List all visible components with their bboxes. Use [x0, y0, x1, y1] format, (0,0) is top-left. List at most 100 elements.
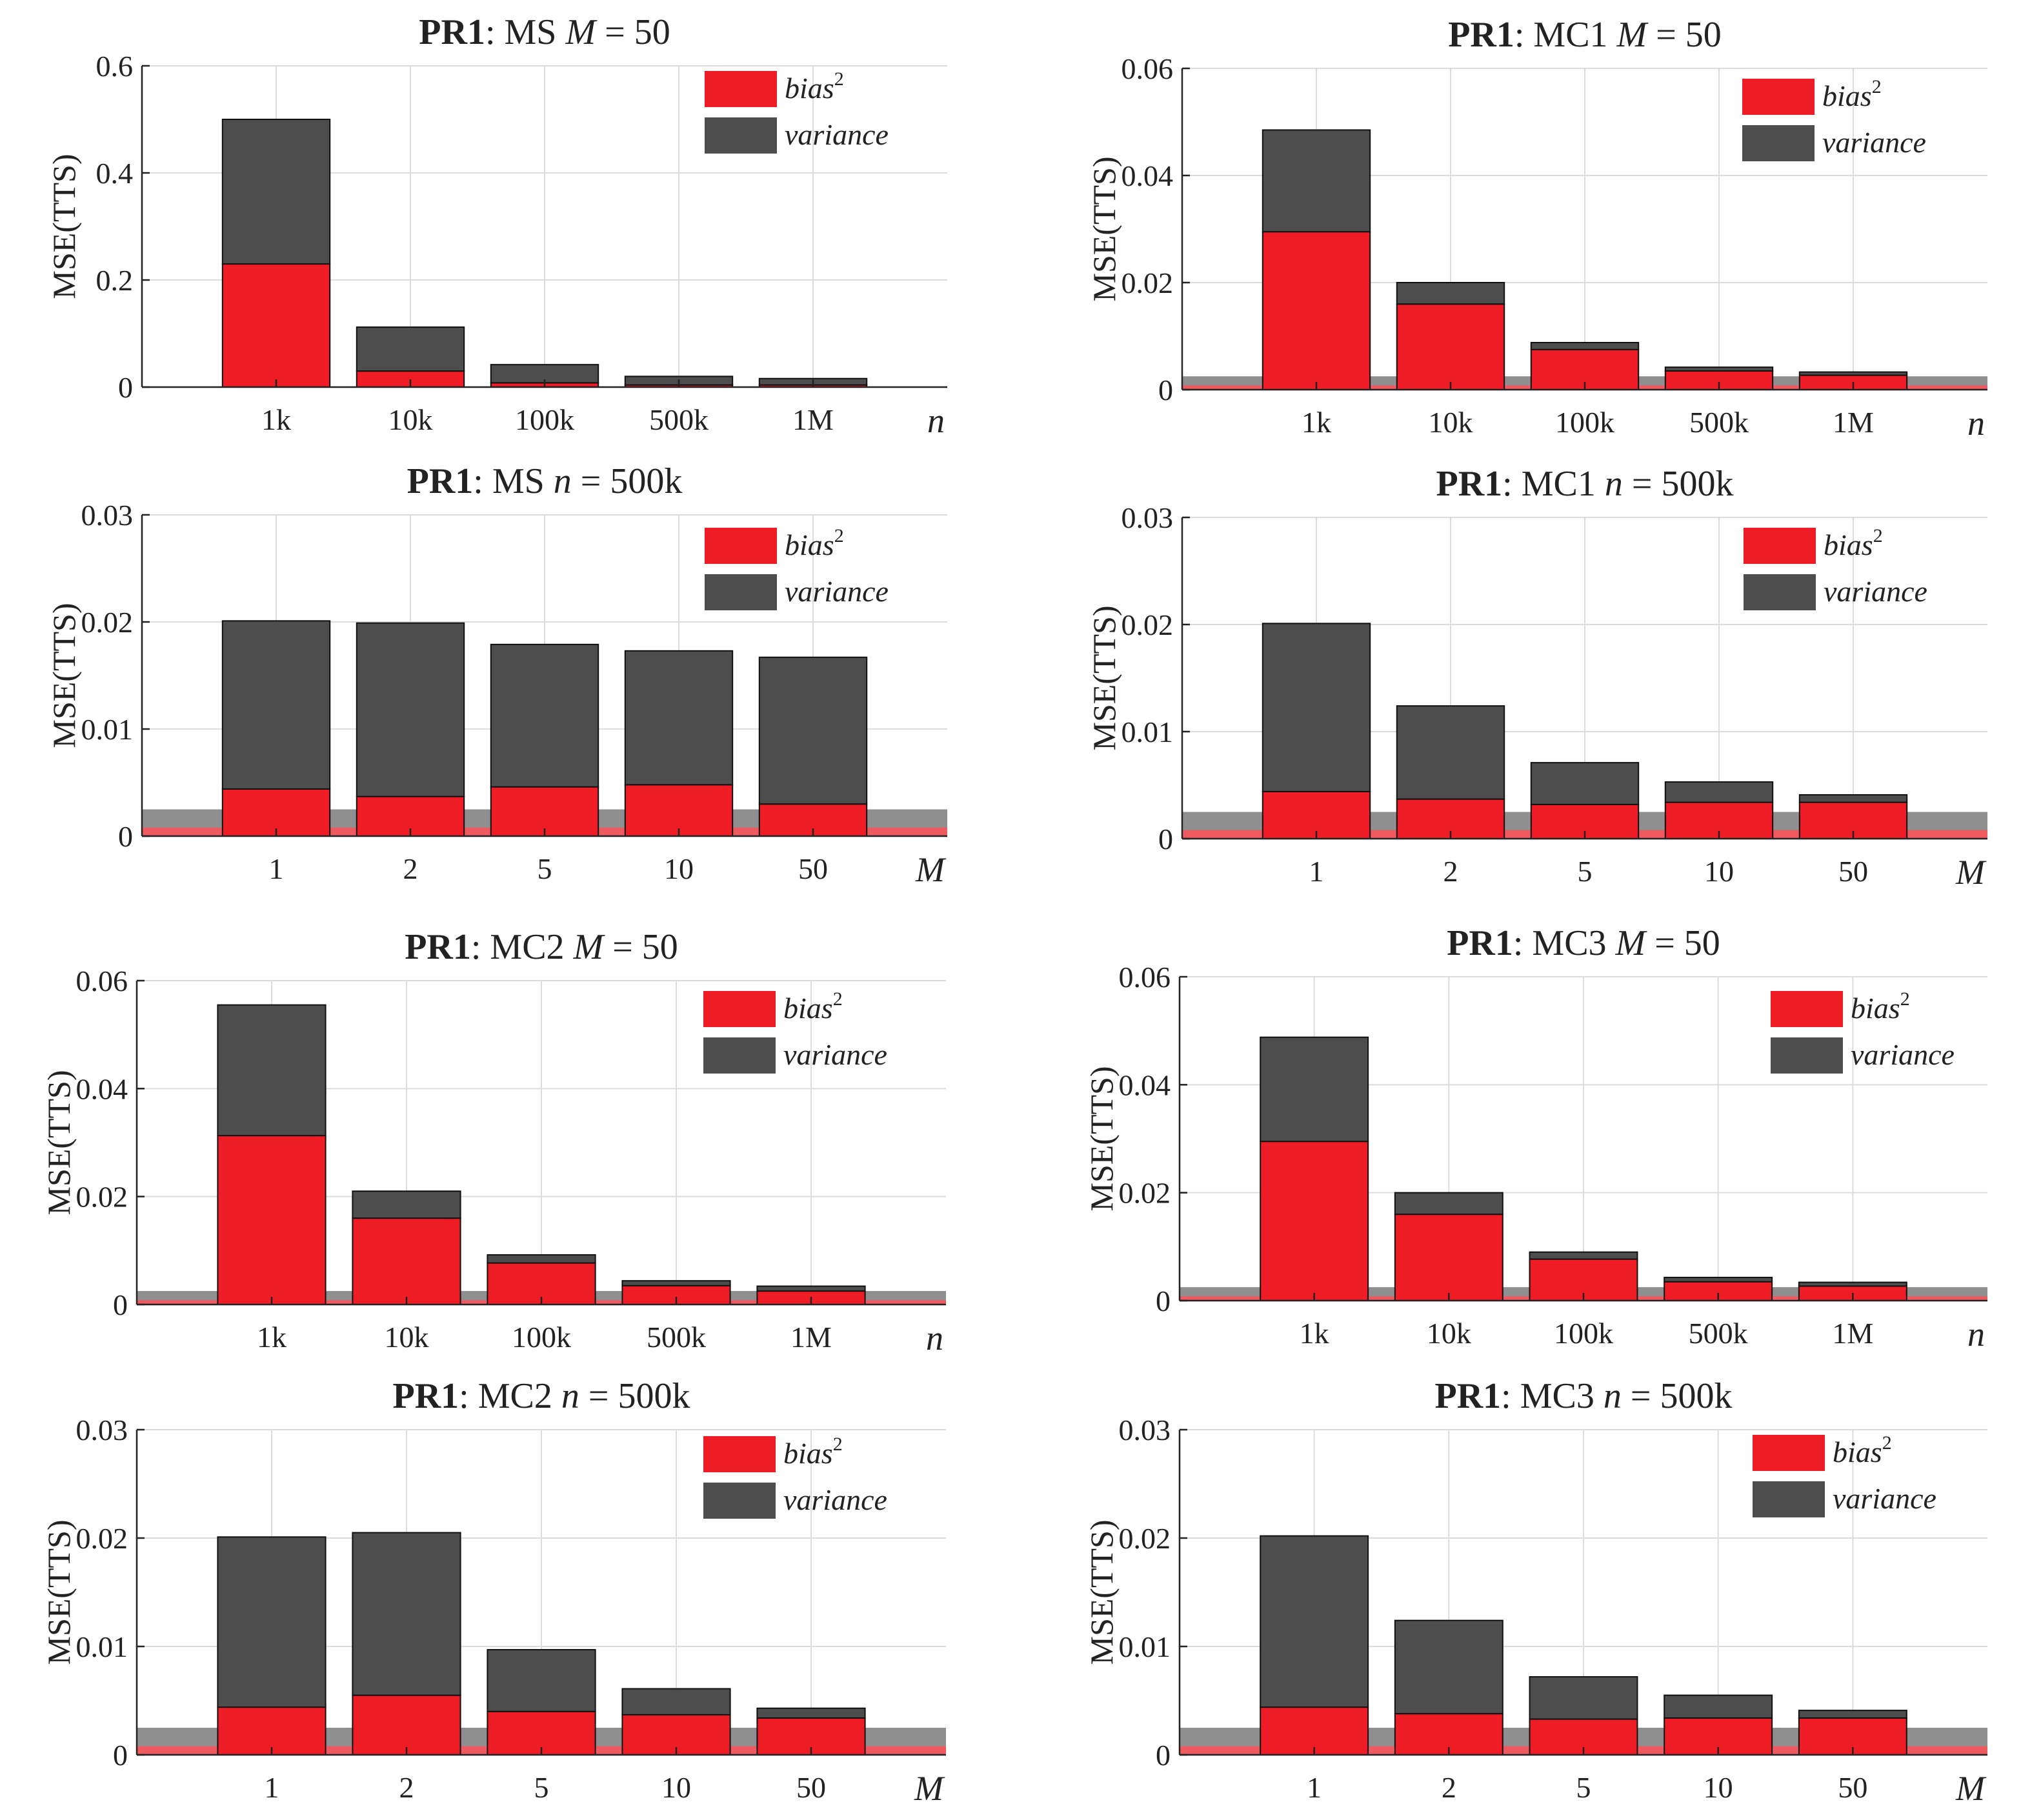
- legend-bias-text: bias: [785, 528, 834, 561]
- legend-swatch-variance: [705, 117, 777, 154]
- legend-label-bias: bias2: [1822, 76, 1882, 112]
- x-axis-label: n: [1967, 404, 1985, 443]
- bar-variance: [1262, 129, 1371, 233]
- bar-variance: [1530, 341, 1640, 350]
- x-axis-label: n: [926, 1319, 943, 1357]
- bar-variance: [1664, 366, 1774, 372]
- x-tick-label: 1k: [1300, 1317, 1329, 1350]
- y-tick-label: 0: [113, 1739, 128, 1772]
- x-tick-label: 100k: [1554, 1317, 1613, 1350]
- chart-panel-8: 0 0.01 0.02 0.03 1 2 5 10 50 M MSE(TTS) PR1: MC3 n …: [1083, 1376, 1987, 1808]
- bar-bias: [1262, 231, 1371, 390]
- y-tick-label: 0.02: [1121, 608, 1174, 641]
- legend-label-variance: variance: [1822, 126, 1926, 159]
- y-tick-label: 0.03: [1119, 1414, 1171, 1446]
- bar-variance: [487, 1254, 596, 1264]
- legend-bias-text: bias: [783, 1437, 833, 1470]
- y-tick-label: 0.01: [1119, 1630, 1171, 1663]
- title-value: = 50: [1647, 15, 1722, 55]
- bar-variance: [352, 1190, 461, 1219]
- y-tick-label: 0: [1158, 374, 1173, 406]
- x-axis-label: n: [927, 401, 945, 440]
- x-tick-label: 5: [1576, 1771, 1591, 1804]
- title-value: = 500k: [1623, 464, 1734, 504]
- title-bold: PR1: [1448, 15, 1514, 55]
- bar-bias: [221, 263, 331, 388]
- chart-panel-6: 0 0.02 0.04 0.06 1k 10k 100k 500k 1M n MSE(TTS) PR1…: [1083, 923, 1987, 1354]
- bar-variance: [756, 1707, 866, 1719]
- title-value: = 500k: [572, 461, 683, 501]
- chart-panel-5: 0 0.02 0.04 0.06 1k 10k 100k 500k 1M n MSE(TTS) PR1…: [41, 927, 946, 1357]
- x-axis-label: M: [915, 850, 947, 889]
- x-tick-label: 50: [798, 852, 828, 885]
- legend-bias-text: bias: [783, 992, 833, 1025]
- legend-label-bias: bias2: [783, 988, 843, 1025]
- bar-bias: [217, 1706, 327, 1756]
- y-tick-label: 0.02: [76, 1522, 128, 1555]
- legend-bias-text: bias: [1824, 528, 1873, 561]
- legend-label-variance: variance: [1824, 575, 1927, 608]
- title-text: : MC3: [1513, 923, 1616, 963]
- y-tick-label: 0.01: [81, 713, 134, 746]
- title-variable: M: [1616, 15, 1649, 55]
- legend-label-bias: bias2: [785, 525, 844, 561]
- x-tick-label: 10k: [388, 403, 433, 436]
- title-text: : MC1: [1514, 15, 1617, 55]
- chart-title: PR1: MC2 n = 500k: [393, 1376, 690, 1416]
- legend-label-variance: variance: [1833, 1482, 1936, 1515]
- bar-variance: [1394, 1619, 1503, 1715]
- x-tick-label: 100k: [515, 403, 574, 436]
- bar-bias: [1260, 1706, 1369, 1756]
- legend-label-variance: variance: [783, 1038, 887, 1071]
- title-value: = 500k: [579, 1376, 690, 1416]
- y-tick-label: 0: [1158, 823, 1173, 855]
- bar-variance: [356, 622, 465, 797]
- bar-variance: [624, 650, 734, 786]
- y-axis-label: MSE(TTS): [41, 1520, 77, 1665]
- x-tick-label: 1k: [1302, 406, 1331, 439]
- legend-swatch-bias: [705, 71, 777, 107]
- x-tick-label: 1: [1309, 855, 1324, 888]
- bar-bias: [758, 803, 868, 837]
- bar-bias: [221, 788, 331, 837]
- legend-bias-superscript: 2: [833, 988, 843, 1010]
- y-tick-label: 0.04: [76, 1072, 128, 1105]
- x-tick-label: 2: [1443, 855, 1458, 888]
- chart-panel-3: 0 0.01 0.02 0.03 1 2 5 10 50 M MSE(TTS) PR1: MS n =…: [46, 461, 947, 889]
- legend-bias-superscript: 2: [1900, 988, 1910, 1010]
- title-variable: n: [561, 1376, 579, 1416]
- chart-panel-2: 0 0.02 0.04 0.06 1k 10k 100k 500k 1M n MSE(TTS) PR1…: [1086, 15, 1987, 443]
- legend-swatch-variance: [705, 574, 777, 610]
- legend-swatch-bias: [1742, 79, 1815, 115]
- x-tick-label: 10: [1704, 1771, 1733, 1804]
- legend-label-bias: bias2: [1824, 525, 1883, 561]
- x-tick-label: 10: [1704, 855, 1734, 888]
- x-tick-label: 50: [1838, 855, 1868, 888]
- title-text: : MC1: [1502, 464, 1605, 504]
- legend-label-variance: variance: [1851, 1038, 1955, 1071]
- x-tick-label: 50: [1838, 1771, 1867, 1804]
- bar-variance: [758, 656, 868, 805]
- bar-variance: [1664, 1694, 1773, 1719]
- legend-swatch-bias: [703, 1436, 776, 1472]
- y-tick-label: 0: [1156, 1739, 1171, 1772]
- legend: bias2 variance: [703, 988, 887, 1074]
- x-axis-label: M: [1955, 853, 1987, 892]
- x-tick-label: 2: [1442, 1771, 1456, 1804]
- bar-variance: [1529, 1251, 1638, 1260]
- title-bold: PR1: [1436, 464, 1503, 504]
- x-tick-label: 1: [1307, 1771, 1322, 1804]
- bar-variance: [221, 620, 331, 790]
- y-tick-label: 0.06: [76, 965, 128, 997]
- bar-bias: [352, 1694, 461, 1756]
- title-bold: PR1: [393, 1376, 459, 1416]
- legend-swatch-variance: [1771, 1037, 1843, 1074]
- y-tick-label: 0: [1156, 1285, 1171, 1317]
- chart-title: PR1: MS n = 500k: [407, 461, 683, 501]
- title-text: : MC2: [471, 927, 574, 967]
- title-text: : MS: [485, 12, 566, 52]
- y-tick-label: 0.01: [76, 1630, 128, 1663]
- y-axis-label: MSE(TTS): [41, 1070, 77, 1215]
- y-axis-label: MSE(TTS): [1083, 1066, 1120, 1212]
